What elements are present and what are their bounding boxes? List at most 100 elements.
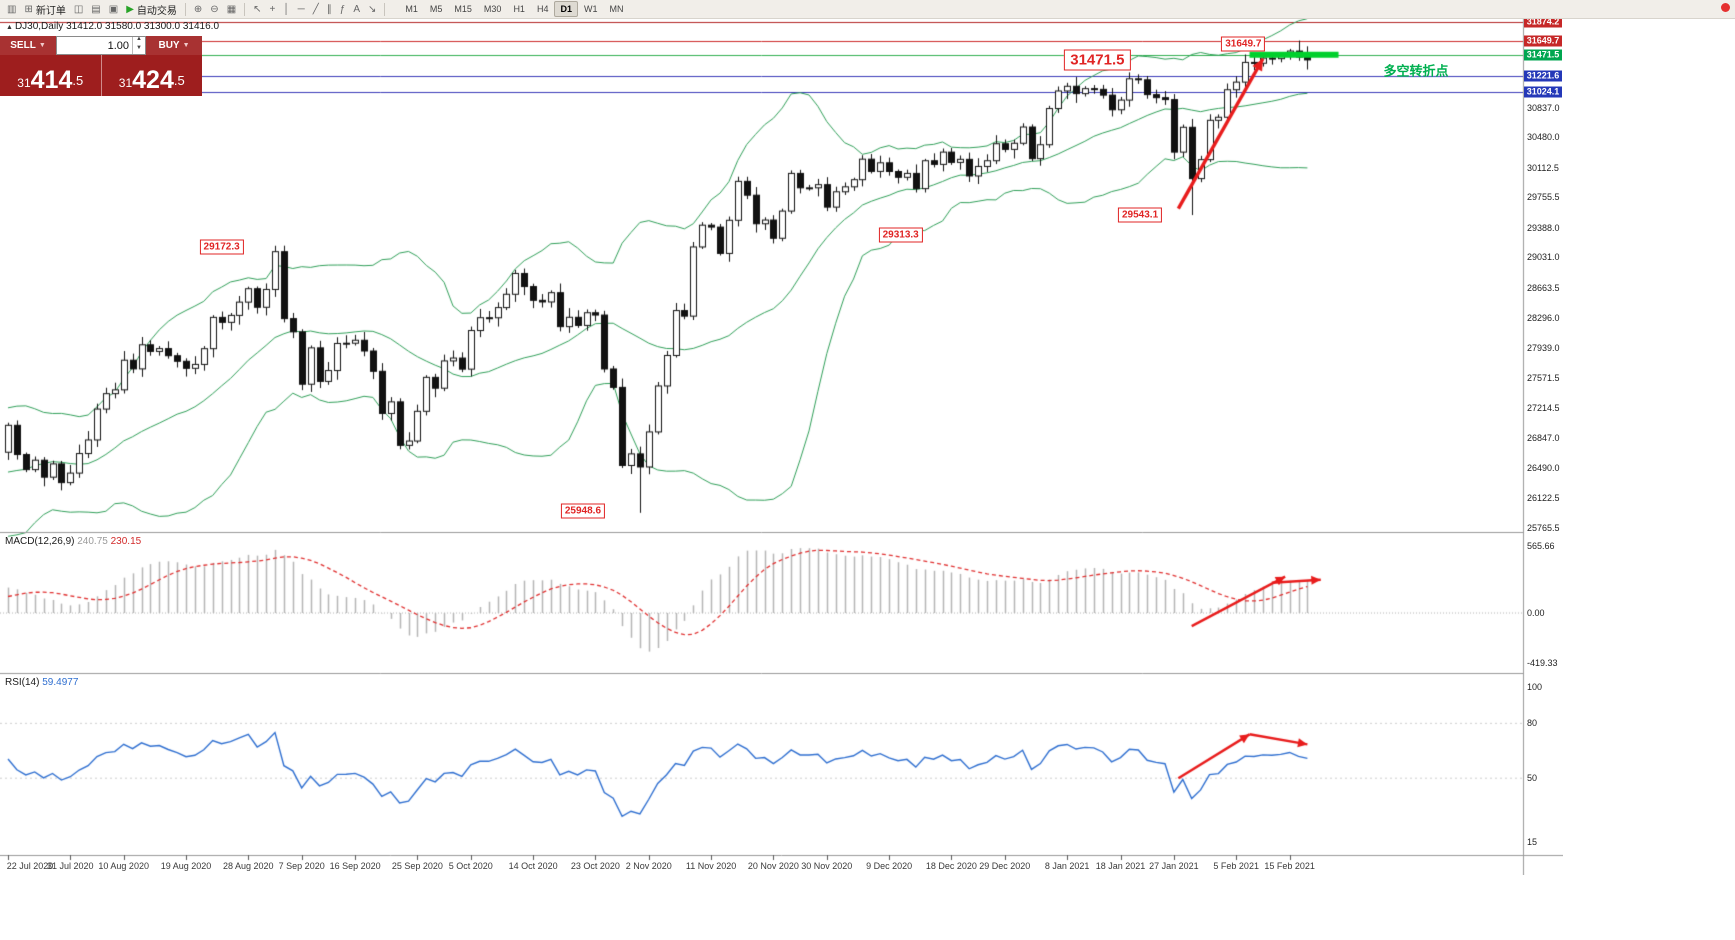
macd-main-value: 240.75 — [77, 536, 108, 547]
price-chart-canvas[interactable] — [0, 19, 1563, 875]
date-axis-label: 14 Oct 2020 — [508, 861, 558, 871]
sell-price-button[interactable]: 31 414.5 — [0, 55, 101, 96]
macd-axis-label: -419.33 — [1527, 657, 1558, 668]
zoom-in-icon[interactable]: ⊕ — [190, 1, 206, 17]
date-axis-label: 18 Jan 2021 — [1095, 861, 1146, 871]
new-order-button[interactable]: ⊞ 新订单 — [20, 1, 69, 17]
timeframe-button-h4[interactable]: H4 — [536, 4, 549, 14]
timeframe-button-m30[interactable]: M30 — [483, 4, 502, 14]
toolbar: ▥ ⊞ 新订单 ◫ ▤ ▣ ▶ 自动交易 ⊕ ⊖ ▦ ↖ + │ ─ ╱ ∥ ƒ A ↘ M1 M5 M15 M30 H1 H4 D… — [0, 0, 1735, 19]
symbol-label: DJ30,Daily — [14, 21, 64, 32]
lot-size-value[interactable]: 1.00 — [107, 39, 129, 52]
autotrading-button[interactable]: ▶ 自动交易 — [122, 1, 181, 17]
sell-button[interactable]: SELL ▼ — [0, 36, 56, 55]
vertical-line-icon-glyph: │ — [283, 3, 290, 15]
price-axis-label: 29755.5 — [1527, 192, 1560, 203]
rsi-axis-label: 100 — [1527, 681, 1543, 692]
trendline-icon[interactable]: ╱ — [309, 1, 323, 17]
timeframe-button-h1[interactable]: H1 — [513, 4, 525, 14]
date-axis-label: 20 Nov 2020 — [747, 861, 799, 871]
macd-signal-value: 230.15 — [110, 536, 142, 547]
price-tag: 31024.1 — [1524, 86, 1562, 98]
horizontal-line-icon[interactable]: ─ — [294, 1, 309, 17]
price-axis-label: 27214.5 — [1527, 402, 1560, 413]
chart-window-icon[interactable]: ◫ — [70, 1, 87, 17]
date-axis-label: 8 Jan 2021 — [1044, 861, 1090, 871]
toolbar-separator — [184, 2, 186, 16]
zoom-in-icon-glyph: ⊕ — [193, 3, 203, 15]
price-axis-label: 26490.0 — [1527, 462, 1560, 473]
price-callout: 31649.7 — [1221, 36, 1266, 52]
date-axis-label: 23 Oct 2020 — [570, 861, 620, 871]
arrows-tool-icon-glyph: ↘ — [367, 3, 377, 15]
sell-button-label: SELL — [10, 40, 36, 51]
price-tag: 31471.5 — [1524, 49, 1562, 61]
chart-window: ▲ DJ30,Daily 31412.0 31580.0 31300.0 3141… — [0, 16, 1735, 940]
price-axis-label: 28296.0 — [1527, 313, 1560, 324]
cursor-icon[interactable]: ↖ — [249, 1, 265, 17]
ohlc-values: 31412.0 31580.0 31300.0 31416.0 — [66, 21, 220, 32]
fibonacci-icon[interactable]: ƒ — [336, 1, 350, 17]
vertical-line-icon[interactable]: │ — [279, 1, 293, 17]
crosshair-icon[interactable]: + — [266, 1, 280, 17]
price-callout: 29543.1 — [1118, 207, 1163, 223]
date-axis-label: 28 Aug 2020 — [223, 861, 274, 871]
date-axis-label: 31 Jul 2020 — [47, 861, 94, 871]
zoom-out-icon-glyph: ⊖ — [210, 3, 219, 15]
date-axis-label: 27 Jan 2021 — [1149, 861, 1199, 871]
buy-button[interactable]: BUY ▼ — [146, 36, 202, 55]
tile-windows-icon-glyph: ▦ — [226, 3, 237, 15]
price-axis-label: 29388.0 — [1527, 222, 1560, 233]
toolbar-separator — [384, 2, 386, 16]
toolbar-separator — [244, 2, 246, 16]
rsi-axis-label: 80 — [1527, 718, 1538, 729]
price-callout: 29313.3 — [878, 227, 923, 243]
price-axis-label: 26122.5 — [1527, 493, 1560, 504]
chevron-down-icon: ▼ — [182, 42, 190, 49]
autotrading-button-label: 自动交易 — [136, 5, 177, 17]
price-axis-label: 25765.5 — [1527, 522, 1560, 533]
crosshair-icon-glyph: + — [269, 3, 276, 15]
charts-bar-icon[interactable]: ▥ — [3, 1, 20, 17]
timeframe-button-d1[interactable]: D1 — [554, 1, 578, 17]
rsi-axis-label: 50 — [1527, 773, 1538, 784]
data-window-icon[interactable]: ▣ — [105, 1, 122, 17]
timeframe-button-mn[interactable]: MN — [609, 4, 624, 14]
date-axis-label: 18 Dec 2020 — [925, 861, 977, 871]
date-axis-label: 25 Sep 2020 — [391, 861, 443, 871]
arrows-tool-icon[interactable]: ↘ — [364, 1, 380, 17]
timeframe-button-m1[interactable]: M1 — [405, 4, 418, 14]
price-axis-label: 28663.5 — [1527, 282, 1560, 293]
price-axis-label: 27571.5 — [1527, 373, 1560, 384]
buy-price-big: 424 — [132, 66, 174, 94]
lot-size-field[interactable]: 1.00 ▲ ▼ — [56, 36, 146, 55]
price-tag: 31874.2 — [1524, 16, 1562, 28]
stepper-up-icon[interactable]: ▲ — [136, 36, 142, 42]
price-callout: 31471.5 — [1064, 49, 1131, 71]
lot-stepper[interactable]: ▲ ▼ — [132, 36, 145, 54]
date-axis-label: 7 Sep 2020 — [278, 861, 325, 871]
profiles-icon[interactable]: ▤ — [87, 1, 104, 17]
channel-icon[interactable]: ∥ — [323, 1, 336, 17]
annotation-note: 多空转折点 — [1383, 63, 1449, 79]
timeframe-button-m15[interactable]: M15 — [454, 4, 472, 14]
stepper-down-icon[interactable]: ▼ — [136, 44, 142, 51]
price-axis-label: 30837.0 — [1527, 102, 1560, 113]
tile-windows-icon[interactable]: ▦ — [223, 1, 240, 17]
zoom-out-icon[interactable]: ⊖ — [206, 1, 222, 17]
buy-price-button[interactable]: 31 424.5 — [100, 55, 202, 96]
price-axis-label: 26847.0 — [1527, 433, 1560, 444]
sell-price-big: 414 — [30, 66, 73, 94]
rsi-axis-label: 15 — [1527, 837, 1538, 848]
date-axis-label: 15 Feb 2021 — [1264, 861, 1315, 871]
text-label-icon[interactable]: A — [349, 1, 364, 17]
price-tag: 31221.6 — [1524, 70, 1562, 82]
timeframe-button-m5[interactable]: M5 — [429, 4, 443, 14]
text-label-icon-glyph: A — [353, 3, 360, 15]
macd-label: MACD(12,26,9) — [5, 536, 75, 547]
rsi-header: RSI(14) 59.4977 — [5, 677, 78, 688]
chevron-down-icon: ▼ — [38, 42, 46, 49]
rsi-label: RSI(14) — [5, 677, 40, 688]
timeframe-button-w1[interactable]: W1 — [583, 4, 598, 14]
date-axis-label: 22 Jul 2020 — [6, 861, 54, 871]
